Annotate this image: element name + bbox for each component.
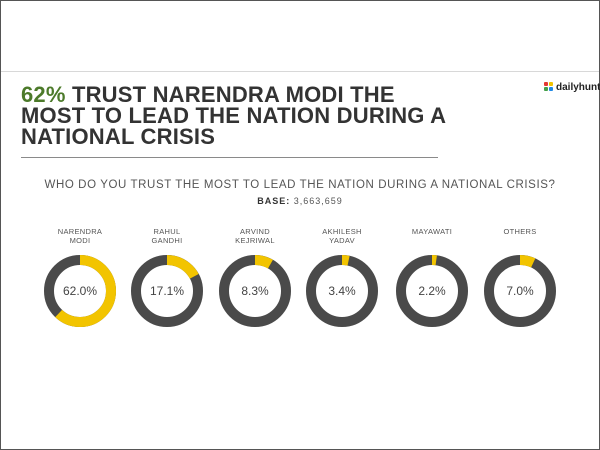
dailyhunt-logo: dailyhunt: [544, 80, 600, 94]
donut-value-akhilesh-yadav: 3.4%: [328, 284, 356, 298]
headline-divider: [21, 157, 438, 158]
headline-percentage: 62%: [21, 82, 66, 107]
donut-slice-rahul-gandhi: [131, 255, 203, 327]
chart-question: WHO DO YOU TRUST THE MOST TO LEAD THE NA…: [44, 179, 556, 191]
donut-value-arvind-kejriwal: 8.3%: [241, 284, 269, 298]
donut-value-narendra-modi: 62.0%: [63, 284, 97, 298]
category-label-rahul-gandhi: RAHUL GANDHI: [151, 227, 183, 245]
donut-slice-arvind-kejriwal: [219, 255, 291, 327]
donut-slice-others: [484, 255, 556, 327]
donut-slice-akhilesh-yadav: [306, 255, 378, 327]
donut-value-rahul-gandhi: 17.1%: [150, 284, 184, 298]
category-label-arvind-kejriwal: ARVIND KEJRIWAL: [235, 227, 275, 245]
top-band: [1, 1, 599, 72]
base-count: BASE: 3,663,659: [0, 196, 600, 206]
category-label-narendra-modi: NARENDRA MODI: [57, 227, 103, 245]
donut-slice-mayawati: [396, 255, 468, 327]
logo-text: dailyhunt: [556, 81, 600, 93]
base-value: 3,663,659: [293, 196, 343, 206]
category-label-others: OTHERS: [503, 227, 537, 236]
base-label: BASE:: [257, 196, 291, 206]
headline-text: TRUST NARENDRA MODI THE MOST TO LEAD THE…: [21, 82, 446, 149]
donut-value-others: 7.0%: [506, 284, 534, 298]
category-label-mayawati: MAYAWATI: [411, 227, 453, 236]
donut-slice-narendra-modi: [44, 255, 116, 327]
dailyhunt-logo-icon: [544, 82, 554, 92]
headline: 62% TRUST NARENDRA MODI THE MOST TO LEAD…: [21, 82, 451, 149]
category-label-akhilesh-yadav: AKHILESH YADAV: [322, 227, 362, 245]
donut-value-mayawati: 2.2%: [418, 284, 446, 298]
